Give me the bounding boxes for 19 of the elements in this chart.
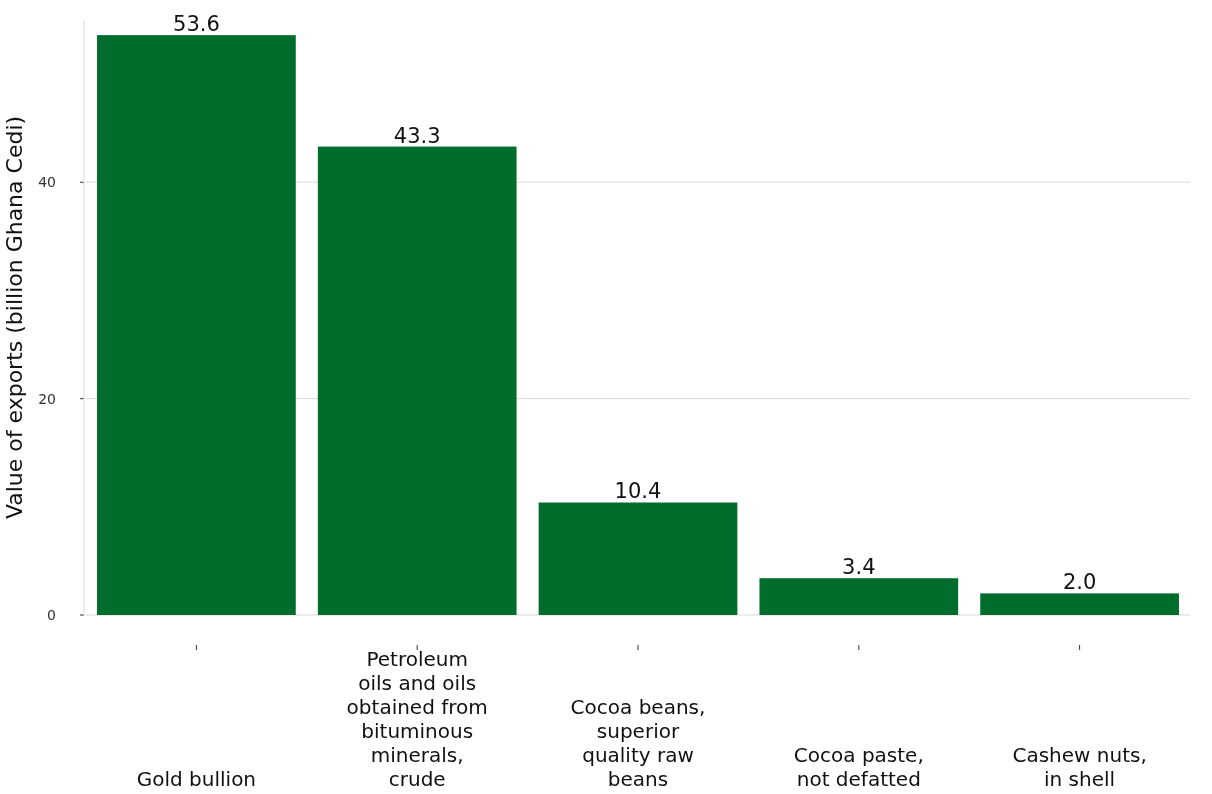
x-tick-label: Cashew nuts, in shell: [1012, 743, 1147, 791]
bar: [980, 593, 1179, 615]
bar: [759, 578, 959, 615]
bar: [317, 146, 517, 615]
y-axis-title: Value of exports (billion Ghana Cedi): [2, 115, 27, 520]
bar: [538, 502, 738, 615]
y-tick-label: 20: [38, 390, 56, 407]
x-tick-label: Cocoa paste, not defatted: [793, 743, 924, 791]
data-label: 53.6: [173, 12, 220, 37]
x-tick-label: Cocoa beans, superior quality raw beans: [570, 695, 706, 791]
y-tick-label: 40: [38, 174, 56, 191]
data-label: 10.4: [614, 479, 662, 504]
bar: [97, 35, 296, 615]
data-label: 43.3: [393, 123, 441, 148]
x-tick-label: Petroleum oils and oils obtained from bituminous minerals, crude: [346, 647, 488, 791]
y-tick-label: 0: [47, 606, 56, 623]
data-label: 3.4: [842, 555, 876, 580]
data-label: 2.0: [1062, 570, 1097, 595]
x-tick-label: Gold bullion: [136, 767, 257, 791]
